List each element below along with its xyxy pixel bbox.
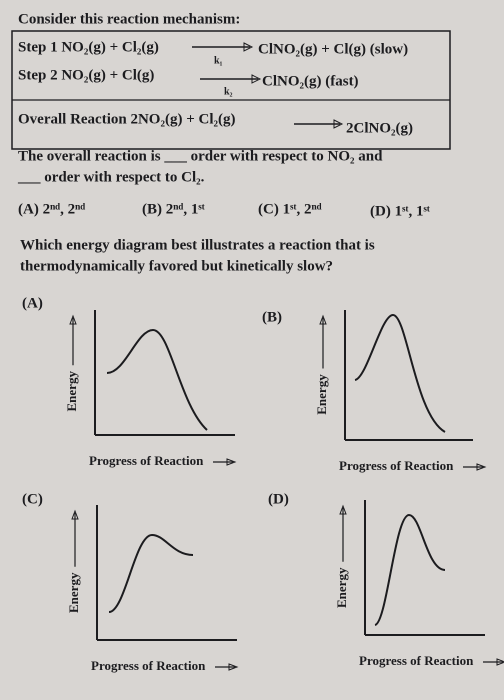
arrowhead: [333, 119, 344, 129]
arrowhead: [243, 42, 254, 52]
step-products: ClNO₂(g) + Cl(g) (slow): [258, 41, 408, 57]
x-axis-label: Progress of Reaction: [89, 453, 204, 468]
arrowhead: [228, 663, 239, 671]
question-line: thermodynamically favored but kineticall…: [20, 258, 333, 274]
intro: Consider this reaction mechanism:: [18, 11, 240, 27]
arrowhead: [496, 658, 504, 666]
diagram-label: (B): [262, 309, 282, 325]
y-axis-label: Energy: [66, 572, 81, 613]
overall-reactants: Overall Reaction 2NO₂(g) + Cl₂(g): [18, 111, 236, 127]
step-reactants: Step 1 NO₂(g) + Cl₂(g): [18, 39, 159, 55]
step-products: ClNO₂(g) (fast): [262, 73, 359, 89]
arrowhead: [71, 509, 79, 520]
step-reactants: Step 2 NO₂(g) + Cl(g): [18, 67, 154, 83]
x-axis-label: Progress of Reaction: [91, 658, 206, 673]
x-axis-label: Progress of Reaction: [359, 653, 474, 668]
question-line: The overall reaction is ___ order with r…: [18, 148, 383, 164]
energy-curve: [106, 328, 208, 431]
diagram-label: (A): [22, 295, 43, 311]
y-axis-label: Energy: [314, 374, 329, 415]
arrowhead: [226, 458, 237, 466]
arrowhead: [476, 463, 487, 471]
y-axis-label: Energy: [64, 371, 79, 412]
diagram-label: (C): [22, 491, 43, 507]
diagram-label: (D): [268, 491, 289, 507]
x-axis-label: Progress of Reaction: [339, 458, 454, 473]
arrowhead: [339, 504, 347, 515]
rate-constant: k₁: [214, 55, 223, 66]
choice: (A) 2ⁿᵈ, 2ⁿᵈ: [18, 201, 85, 217]
arrowhead: [69, 314, 77, 325]
mechanism-box: [11, 30, 451, 150]
question-line: Which energy diagram best illustrates a …: [20, 237, 375, 253]
question-line: ___ order with respect to Cl₂.: [17, 169, 205, 185]
energy-curve: [354, 313, 446, 433]
overall-products: 2ClNO₂(g): [346, 120, 413, 136]
choice: (D) 1ˢᵗ, 1ˢᵗ: [370, 203, 431, 219]
rate-constant: k₂: [224, 86, 233, 97]
energy-curve: [108, 533, 194, 613]
choice: (C) 1ˢᵗ, 2ⁿᵈ: [258, 201, 322, 217]
choice: (B) 2ⁿᵈ, 1ˢᵗ: [142, 201, 206, 217]
arrowhead: [251, 74, 262, 84]
y-axis-label: Energy: [334, 567, 349, 608]
arrowhead: [319, 314, 327, 325]
energy-curve: [374, 513, 446, 626]
